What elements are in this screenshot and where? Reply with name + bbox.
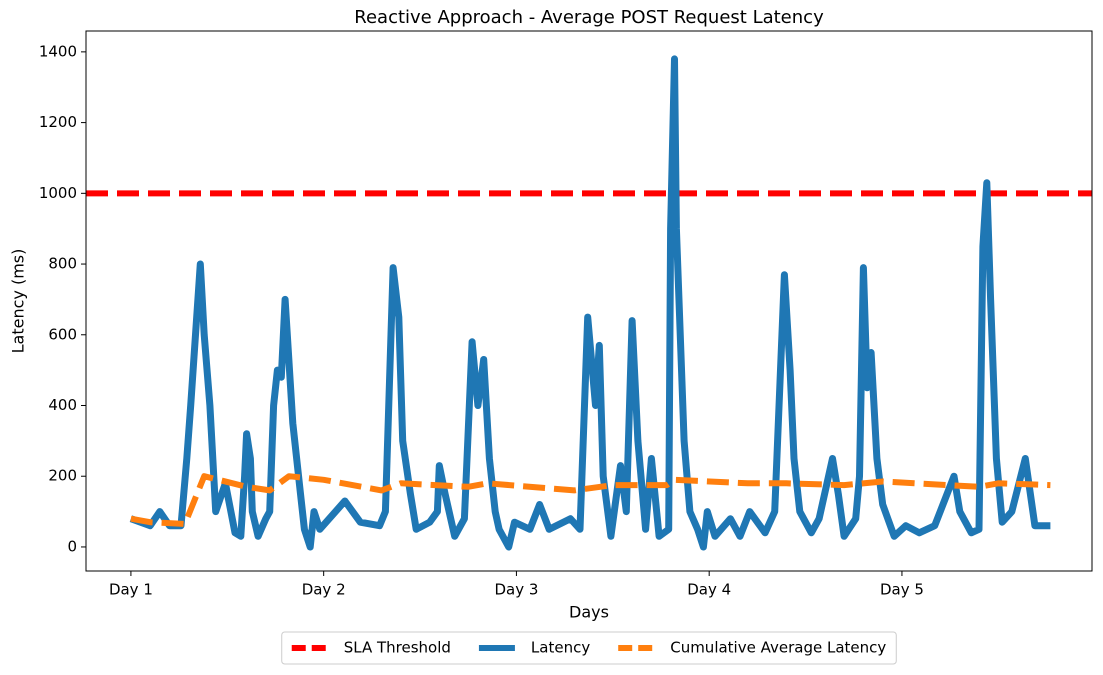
y-tick-label: 1200 <box>39 113 77 131</box>
series-line <box>130 473 1051 527</box>
legend-label: Cumulative Average Latency <box>670 639 886 657</box>
y-tick-label: 200 <box>48 467 77 485</box>
x-tick-label: Day 1 <box>109 581 153 599</box>
x-tick-label: Day 3 <box>494 581 538 599</box>
y-axis-label: Latency (ms) <box>9 249 28 354</box>
y-tick-label: 0 <box>67 537 77 555</box>
chart-title: Reactive Approach - Average POST Request… <box>354 7 824 28</box>
plot-area <box>86 55 1092 551</box>
x-tick-label: Day 5 <box>880 581 924 599</box>
series-line <box>129 55 1051 551</box>
x-tick-label: Day 2 <box>302 581 346 599</box>
x-tick-label: Day 4 <box>687 581 731 599</box>
y-tick-label: 600 <box>48 325 77 343</box>
legend-box <box>281 631 897 665</box>
y-tick-label: 1000 <box>39 184 77 202</box>
y-tick-label: 1400 <box>39 42 77 60</box>
legend-label: SLA Threshold <box>344 639 451 657</box>
y-tick-label: 800 <box>48 255 77 273</box>
plot-frame <box>85 30 1093 572</box>
y-tick-label: 400 <box>48 396 77 414</box>
x-axis-label: Days <box>569 603 609 622</box>
legend: SLA Threshold Latency Cumulative Average L… <box>281 631 897 665</box>
legend-label: Latency <box>531 639 590 657</box>
